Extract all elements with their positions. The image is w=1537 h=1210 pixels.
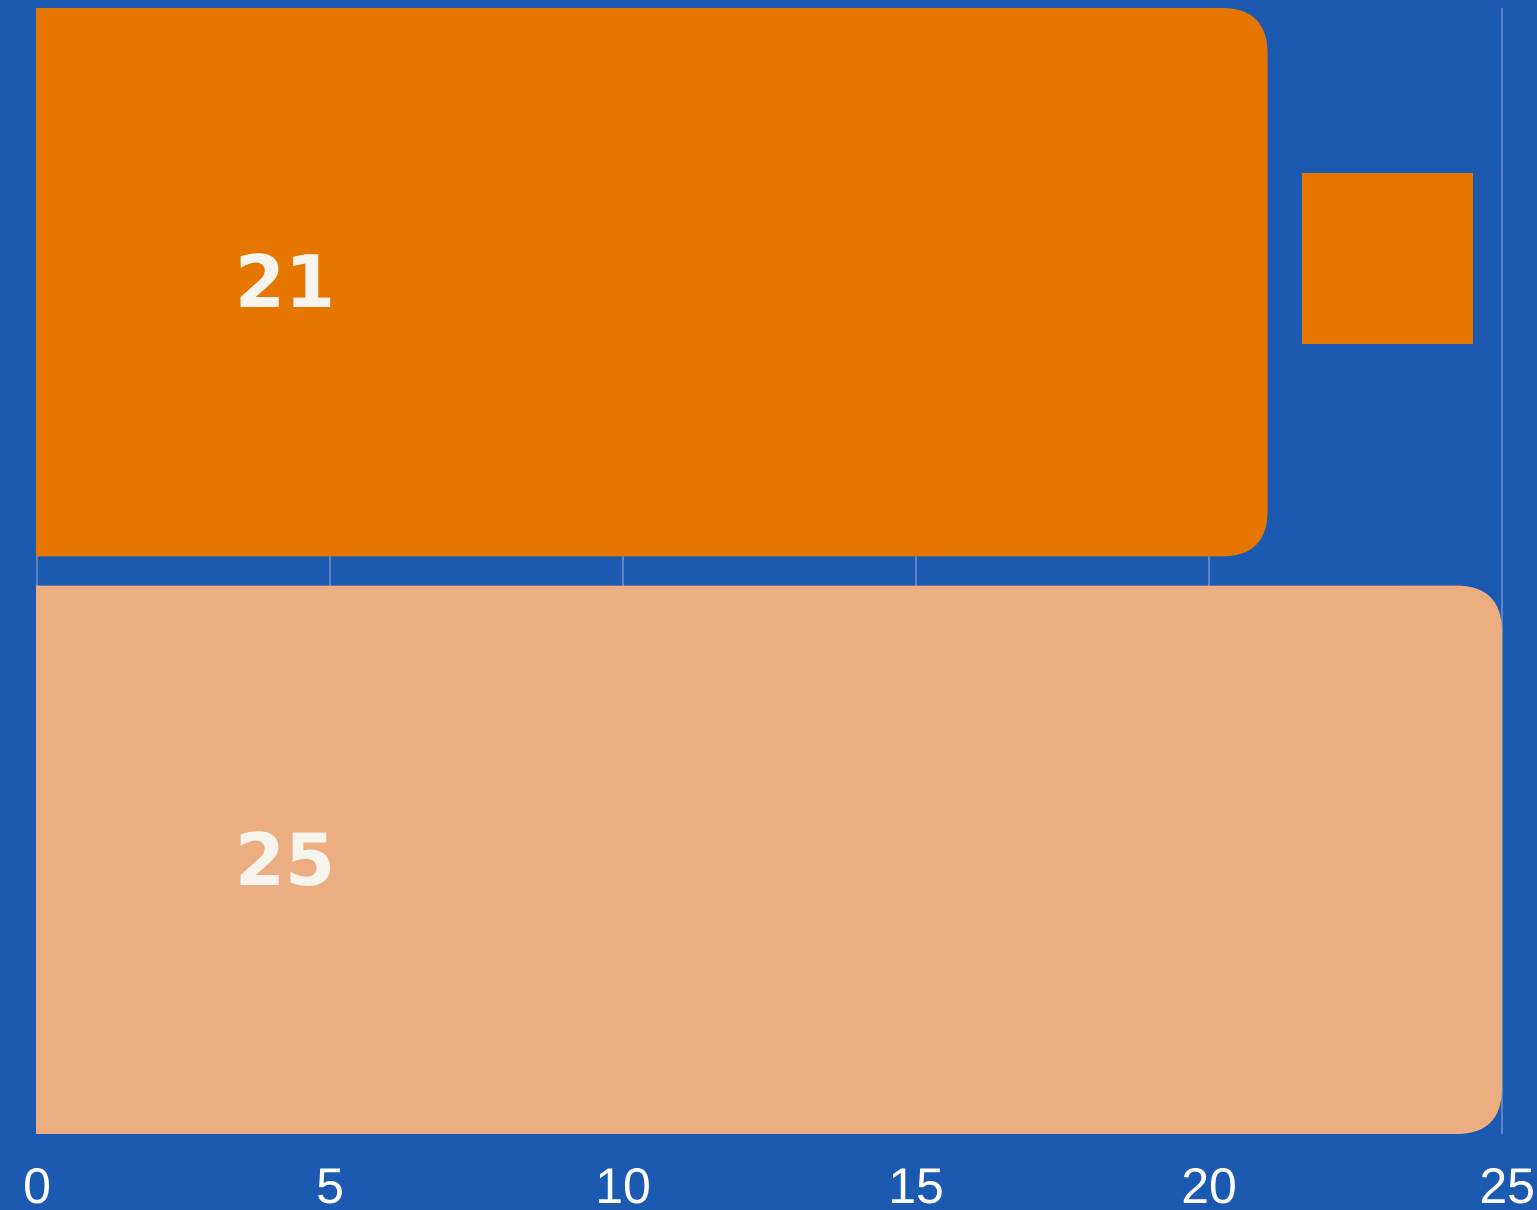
bar-1	[36, 585, 1502, 1134]
x-tick-label-2: 10	[595, 1158, 651, 1210]
legend-swatch-0	[1302, 173, 1473, 344]
x-tick-label-4: 20	[1181, 1158, 1237, 1210]
x-tick-label-0: 0	[23, 1158, 51, 1210]
x-axis-ticks: 0 5 10 15 20 25	[23, 1158, 1535, 1210]
bar-0	[36, 8, 1268, 557]
bars: 21 25	[36, 8, 1502, 1134]
x-tick-label-1: 5	[316, 1158, 344, 1210]
x-tick-label-5: 25	[1479, 1158, 1535, 1210]
legend	[1302, 173, 1473, 344]
x-tick-label-3: 15	[888, 1158, 944, 1210]
bar-value-label-0: 21	[235, 240, 335, 324]
bar-value-label-1: 25	[235, 818, 335, 902]
